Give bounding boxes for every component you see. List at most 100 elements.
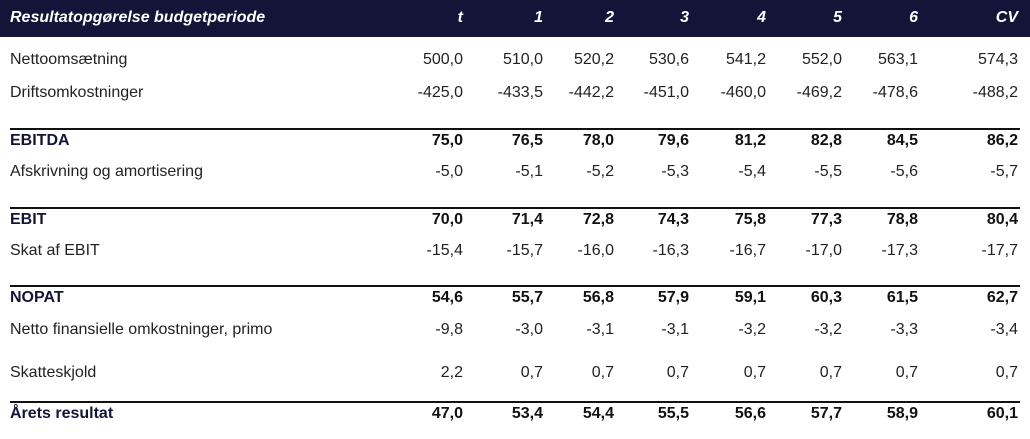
row-value: -469,2 (796, 84, 842, 101)
row-separator (10, 207, 1020, 209)
row-value: 530,6 (648, 51, 689, 68)
row-label: Årets resultat (10, 405, 114, 422)
row-value: -17,0 (805, 242, 842, 259)
row-value: -488,2 (972, 84, 1018, 101)
header-column: 6 (909, 9, 918, 26)
row-value: 552,0 (801, 51, 842, 68)
row-value: -3,4 (990, 321, 1018, 338)
row-value: -5,0 (435, 163, 463, 180)
row-value: 77,3 (810, 211, 842, 228)
header-column: 4 (757, 9, 766, 26)
row-value: -5,7 (990, 163, 1018, 180)
header-column: 5 (833, 9, 842, 26)
row-value: 2,2 (440, 364, 463, 381)
row-label: Nettoomsætning (10, 51, 128, 68)
row-value: 0,7 (819, 364, 842, 381)
row-value: 47,0 (431, 405, 463, 422)
row-separator (10, 401, 1020, 403)
row-value: 60,1 (986, 405, 1018, 422)
row-separator (10, 128, 1020, 130)
row-label: Netto finansielle omkostninger, primo (10, 321, 273, 338)
row-label: Afskrivning og amortisering (10, 163, 203, 180)
row-label: EBITDA (10, 132, 70, 149)
row-value: -5,2 (586, 163, 614, 180)
row-value: -3,2 (814, 321, 842, 338)
row-value: 86,2 (986, 132, 1018, 149)
row-value: -16,3 (652, 242, 689, 259)
row-value: -17,7 (981, 242, 1018, 259)
row-value: 55,7 (511, 289, 543, 306)
row-value: -3,1 (586, 321, 614, 338)
row-value: 0,7 (591, 364, 614, 381)
row-separator (10, 285, 1020, 287)
row-value: -5,1 (515, 163, 543, 180)
row-value: -3,2 (738, 321, 766, 338)
row-value: 78,0 (582, 132, 614, 149)
row-value: -5,6 (890, 163, 918, 180)
row-value: 55,5 (657, 405, 689, 422)
row-value: 0,7 (743, 364, 766, 381)
header-column: 1 (534, 9, 543, 26)
row-value: 520,2 (573, 51, 614, 68)
row-label: Driftsomkostninger (10, 84, 144, 101)
row-value: 57,9 (657, 289, 689, 306)
header-column: CV (995, 9, 1018, 26)
row-value: 541,2 (725, 51, 766, 68)
row-value: 60,3 (810, 289, 842, 306)
row-value: 54,4 (582, 405, 614, 422)
row-label: NOPAT (10, 289, 64, 306)
header-column: 3 (680, 9, 689, 26)
header-label: Resultatopgørelse budgetperiode (10, 9, 266, 26)
row-value: -3,3 (890, 321, 918, 338)
row-value: -5,5 (814, 163, 842, 180)
row-value: -16,7 (729, 242, 766, 259)
row-value: -16,0 (577, 242, 614, 259)
row-value: -3,1 (661, 321, 689, 338)
row-value: -460,0 (720, 84, 766, 101)
row-value: 79,6 (657, 132, 689, 149)
row-value: 80,4 (986, 211, 1018, 228)
row-label: EBIT (10, 211, 47, 228)
row-value: -425,0 (417, 84, 463, 101)
row-value: 75,8 (734, 211, 766, 228)
row-value: -15,4 (426, 242, 463, 259)
row-value: -17,3 (881, 242, 918, 259)
row-value: 70,0 (431, 211, 463, 228)
row-value: 56,8 (582, 289, 614, 306)
row-value: -478,6 (872, 84, 918, 101)
row-value: 75,0 (431, 132, 463, 149)
row-value: 61,5 (886, 289, 918, 306)
row-value: -451,0 (643, 84, 689, 101)
row-value: 500,0 (422, 51, 463, 68)
row-value: 0,7 (520, 364, 543, 381)
row-value: 62,7 (986, 289, 1018, 306)
row-value: 563,1 (877, 51, 918, 68)
header-bar (0, 0, 1030, 37)
row-value: 82,8 (810, 132, 842, 149)
row-value: 56,6 (734, 405, 766, 422)
row-value: 71,4 (511, 211, 543, 228)
row-value: -5,3 (661, 163, 689, 180)
row-value: 54,6 (431, 289, 463, 306)
row-value: 53,4 (511, 405, 543, 422)
header-column: 2 (605, 9, 614, 26)
row-value: 0,7 (995, 364, 1018, 381)
row-value: 84,5 (886, 132, 918, 149)
row-value: 510,0 (502, 51, 543, 68)
header-column: t (457, 9, 463, 26)
row-label: Skat af EBIT (10, 242, 100, 259)
row-value: -5,4 (738, 163, 766, 180)
row-value: 57,7 (810, 405, 842, 422)
row-value: 81,2 (734, 132, 766, 149)
row-value: 0,7 (666, 364, 689, 381)
row-value: 574,3 (977, 51, 1018, 68)
row-value: 72,8 (582, 211, 614, 228)
row-value: -9,8 (435, 321, 463, 338)
row-value: 78,8 (886, 211, 918, 228)
row-label: Skatteskjold (10, 364, 97, 381)
row-value: -442,2 (568, 84, 614, 101)
row-value: -15,7 (506, 242, 543, 259)
row-value: 58,9 (886, 405, 918, 422)
